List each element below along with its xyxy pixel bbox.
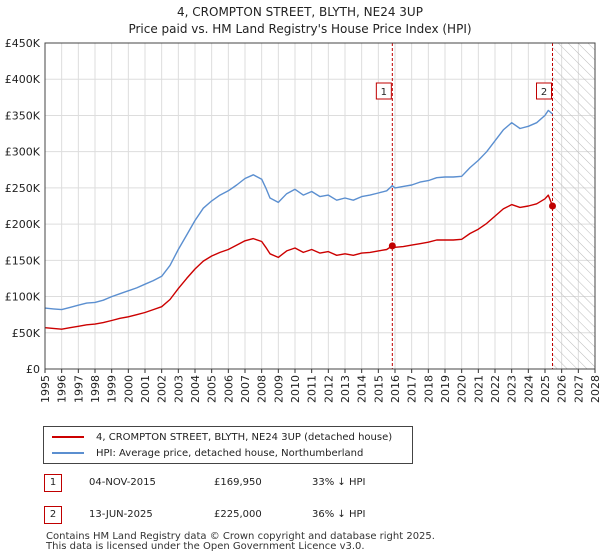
y-tick-label: £300K: [5, 146, 41, 159]
x-tick-label: 2020: [456, 375, 469, 403]
transaction-row: 1 04-NOV-2015 £169,950 33% ↓ HPI: [0, 474, 600, 494]
transaction-number: 2: [44, 506, 62, 524]
transaction-hpi-diff: 36% ↓ HPI: [312, 509, 366, 520]
chart-title: 4, CROMPTON STREET, BLYTH, NE24 3UP: [177, 5, 423, 19]
x-tick-label: 2023: [506, 375, 519, 403]
x-tick-label: 2024: [522, 375, 535, 403]
x-tick-label: 2015: [372, 375, 385, 403]
x-tick-label: 2027: [572, 375, 585, 403]
price-chart: 1 2 1995 1996 1997 1998 1999 2000 2001 2002 2003 2…: [5, 37, 600, 403]
sale-marker-box: [536, 82, 552, 100]
transaction-date: 04-NOV-2015: [89, 477, 156, 488]
x-tick-label: 2022: [489, 375, 502, 403]
transaction-price: £225,000: [214, 509, 262, 520]
x-tick-label: 2004: [189, 375, 202, 403]
legend-label-property: 4, CROMPTON STREET, BLYTH, NE24 3UP (det…: [96, 431, 393, 443]
transaction-hpi-diff: 33% ↓ HPI: [312, 477, 366, 488]
y-tick-label: £50K: [12, 327, 41, 340]
x-tick-label: 2011: [306, 375, 319, 403]
plot-frame: [44, 42, 596, 370]
y-tick-label: £350K: [5, 109, 41, 122]
transaction-price: £169,950: [214, 477, 262, 488]
x-tick-label: 2016: [389, 375, 402, 403]
sale-point: [388, 242, 396, 250]
x-tick-label: 2001: [139, 375, 152, 403]
legend: 4, CROMPTON STREET, BLYTH, NE24 3UP (det…: [43, 426, 413, 464]
x-tick-label: 2003: [172, 375, 185, 403]
x-tick-label: 2013: [339, 375, 352, 403]
chart-subtitle: Price paid vs. HM Land Registry's House …: [128, 22, 472, 36]
hpi-series-line: [44, 109, 553, 311]
x-tick-label: 2028: [589, 375, 600, 403]
x-tick-label: 1998: [89, 375, 102, 403]
y-tick-label: £100K: [5, 291, 41, 304]
legend-item-property: 4, CROMPTON STREET, BLYTH, NE24 3UP (det…: [52, 430, 392, 444]
y-tick-label: £400K: [5, 73, 41, 86]
x-tick-label: 1996: [56, 375, 69, 403]
legend-label-hpi: HPI: Average price, detached house, Nort…: [96, 447, 364, 459]
y-tick-label: £450K: [5, 37, 41, 50]
x-tick-label: 1995: [39, 375, 52, 403]
x-tick-label: 2018: [422, 375, 435, 403]
x-tick-label: 2008: [256, 375, 269, 403]
x-tick-label: 2026: [556, 375, 569, 403]
y-tick-label: £250K: [5, 182, 41, 195]
footer-license: This data is licensed under the Open Gov…: [46, 541, 365, 552]
transaction-date: 13-JUN-2025: [89, 509, 153, 520]
x-tick-label: 1999: [106, 375, 119, 403]
x-tick-label: 2007: [239, 375, 252, 403]
y-tick-label: £0: [26, 363, 40, 376]
x-tick-label: 2005: [206, 375, 219, 403]
legend-swatch-hpi: [52, 452, 84, 454]
sale-marker-box: [375, 82, 392, 100]
x-tick-label: 2000: [122, 375, 135, 403]
transaction-row: 2 13-JUN-2025 £225,000 36% ↓ HPI: [0, 506, 600, 526]
x-tick-label: 2017: [406, 375, 419, 403]
x-tick-label: 2009: [272, 375, 285, 403]
footer-copyright: Contains HM Land Registry data © Crown c…: [46, 531, 435, 542]
x-tick-label: 2014: [356, 375, 369, 403]
x-tick-label: 2006: [222, 375, 235, 403]
y-tick-label: £150K: [5, 254, 41, 267]
y-tick-label: £200K: [5, 218, 41, 231]
x-tick-label: 2012: [322, 375, 335, 403]
x-tick-label: 2010: [289, 375, 302, 403]
x-tick-label: 2019: [439, 375, 452, 403]
legend-swatch-property: [52, 436, 84, 438]
sale-marker-label: 1: [381, 87, 387, 98]
future-hatch-region: [552, 43, 595, 369]
x-tick-label: 2002: [156, 375, 169, 403]
x-tick-label: 2025: [539, 375, 552, 403]
x-tick-label: 1997: [72, 375, 85, 403]
x-tick-label: 2021: [472, 375, 485, 403]
property-series-line: [44, 194, 554, 330]
footer: Contains HM Land Registry data © Crown c…: [46, 532, 435, 552]
sale-point: [549, 202, 556, 210]
transaction-number: 1: [44, 474, 62, 492]
sale-marker-label: 2: [541, 87, 547, 98]
legend-item-hpi: HPI: Average price, detached house, Nort…: [52, 446, 363, 460]
